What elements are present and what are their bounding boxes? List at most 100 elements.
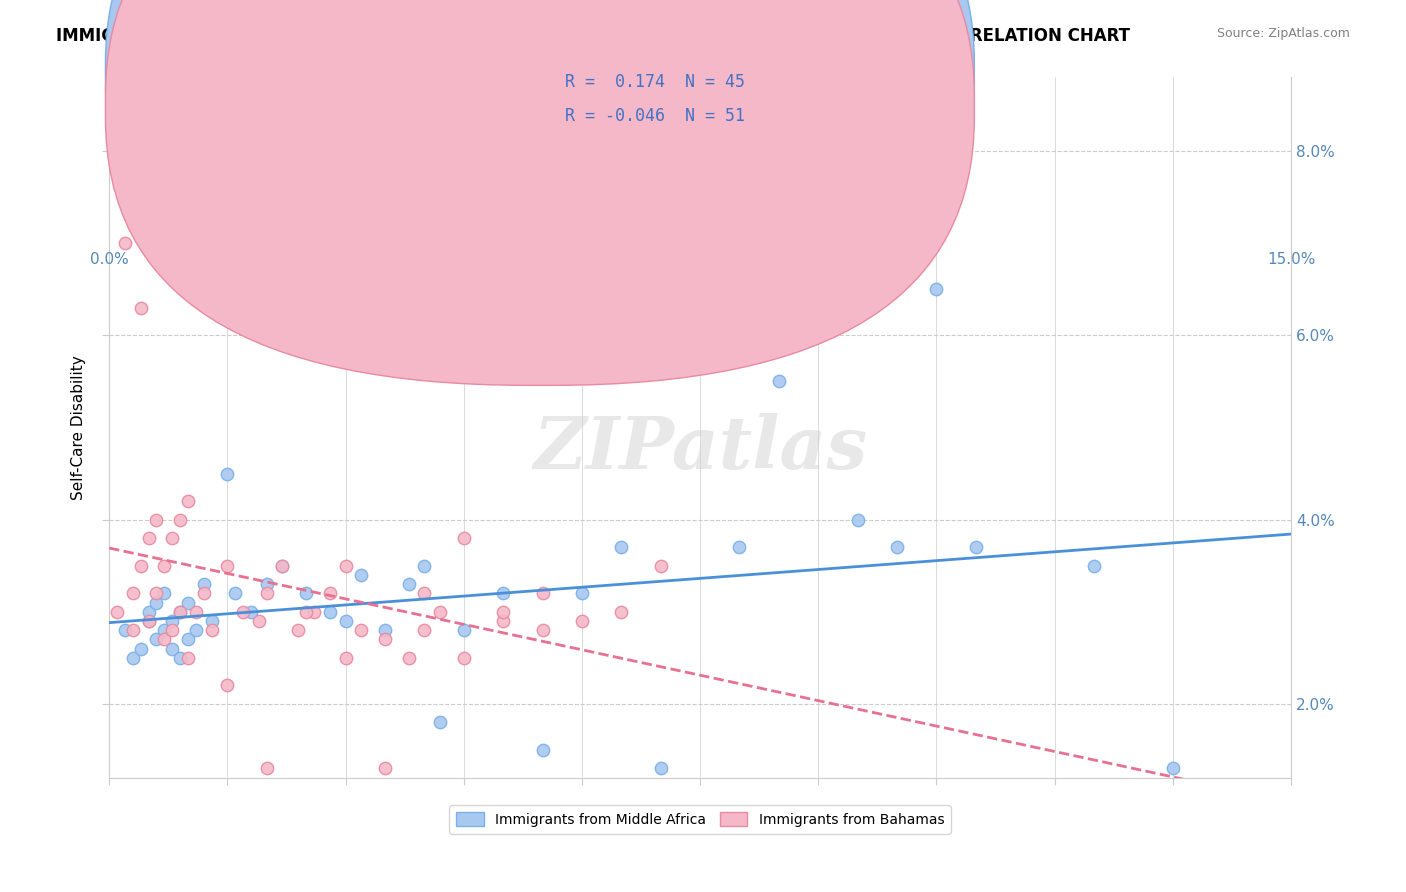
Point [138,531,160,545]
Point [114,181,136,195]
Point [153,623,176,637]
Point [160,614,183,628]
Point [295,605,318,619]
Point [200,614,222,628]
Point [531,586,554,600]
Point [287,623,309,637]
Point [177,595,200,609]
Point [145,632,167,647]
Point [193,586,215,600]
Text: 15.0%: 15.0% [1267,252,1315,268]
Point [925,282,948,296]
Point [413,623,436,637]
Point [145,513,167,527]
Point [114,236,136,251]
Point [145,595,167,609]
Point [374,761,396,775]
Point [374,632,396,647]
Point [224,586,246,600]
Point [728,540,751,554]
Point [247,614,270,628]
Point [610,605,633,619]
Point [319,605,342,619]
Point [169,605,191,619]
Point [650,558,672,573]
Point [453,531,475,545]
Point [650,761,672,775]
Point [153,632,176,647]
Text: R =  0.174  N = 45: R = 0.174 N = 45 [565,73,745,91]
Point [398,650,420,665]
Point [531,743,554,757]
Text: Source: ZipAtlas.com: Source: ZipAtlas.com [1216,27,1350,40]
Point [335,650,357,665]
Point [129,558,152,573]
Point [184,605,207,619]
Point [177,650,200,665]
Point [350,567,373,582]
Point [295,586,318,600]
Point [177,494,200,508]
Point [492,605,515,619]
Point [1161,761,1184,775]
Point [413,586,436,600]
Point [302,605,325,619]
Point [240,605,263,619]
Point [429,715,451,730]
Point [571,614,593,628]
Point [169,513,191,527]
Point [160,623,183,637]
Point [492,586,515,600]
Point [217,678,239,692]
Point [374,623,396,637]
Point [413,558,436,573]
Point [256,761,278,775]
Point [200,623,222,637]
Point [571,586,593,600]
Point [129,641,152,656]
Point [350,623,373,637]
Point [271,558,294,573]
Point [965,540,987,554]
Text: 0.0%: 0.0% [90,252,128,268]
Point [153,586,176,600]
Point [121,623,143,637]
Point [768,375,790,389]
Point [232,605,254,619]
Point [1083,558,1105,573]
Point [398,577,420,591]
Point [138,614,160,628]
Point [217,558,239,573]
Point [184,623,207,637]
Point [453,623,475,637]
Point [121,586,143,600]
Point [429,605,451,619]
Text: IMMIGRANTS FROM MIDDLE AFRICA VS IMMIGRANTS FROM BAHAMAS SELF-CARE DISABILITY CO: IMMIGRANTS FROM MIDDLE AFRICA VS IMMIGRA… [56,27,1130,45]
Point [256,586,278,600]
Point [160,531,183,545]
Point [335,614,357,628]
Point [453,650,475,665]
Point [105,605,128,619]
Point [193,577,215,591]
Legend: Immigrants from Middle Africa, Immigrants from Bahamas: Immigrants from Middle Africa, Immigrant… [449,805,952,834]
Y-axis label: Self-Care Disability: Self-Care Disability [72,355,86,500]
Point [145,586,167,600]
Point [846,513,869,527]
Point [129,301,152,315]
Point [319,586,342,600]
Point [160,641,183,656]
Text: R = -0.046  N = 51: R = -0.046 N = 51 [565,107,745,125]
Point [886,540,908,554]
Point [114,623,136,637]
Point [217,467,239,481]
Point [610,540,633,554]
Point [531,623,554,637]
Point [335,558,357,573]
Point [121,650,143,665]
Text: ZIPatlas: ZIPatlas [533,413,868,484]
Point [138,614,160,628]
Point [169,605,191,619]
Point [138,605,160,619]
Point [256,577,278,591]
